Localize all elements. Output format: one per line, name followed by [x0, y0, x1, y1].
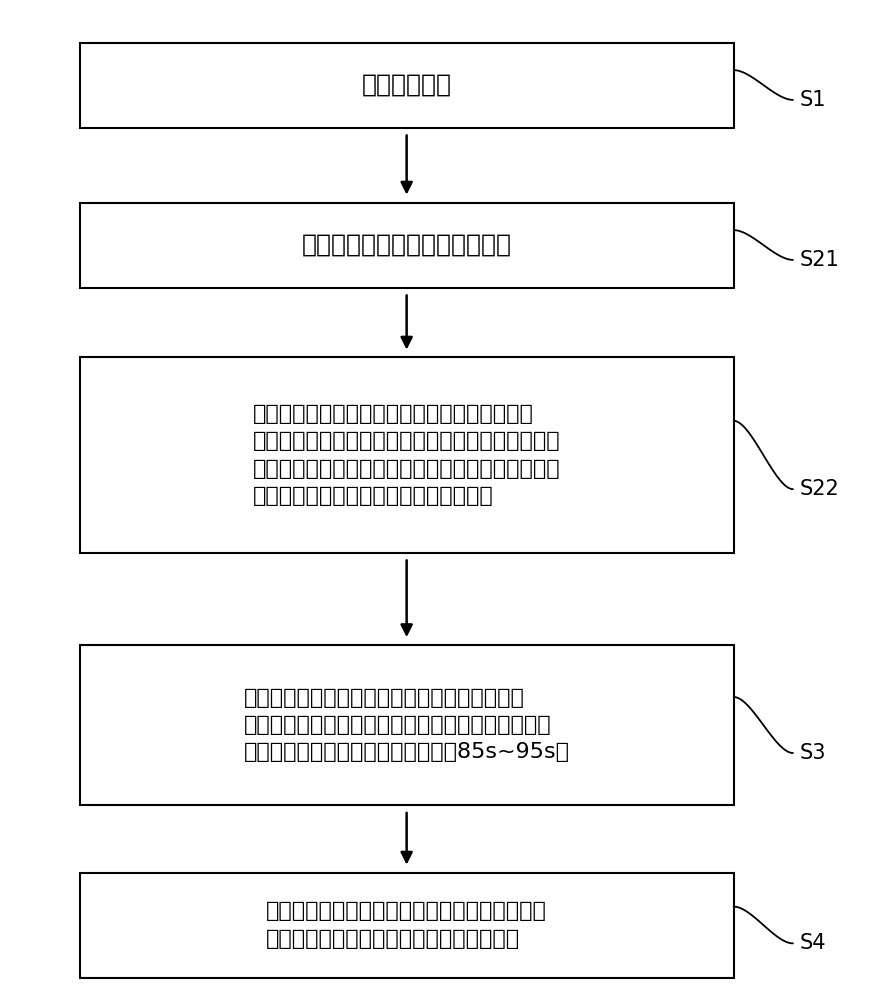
Bar [80, 872, 734, 978]
Bar [80, 358, 734, 552]
Bar [80, 42, 734, 127]
Text: S1: S1 [800, 90, 827, 110]
Text: S3: S3 [800, 743, 827, 763]
Text: S22: S22 [800, 479, 840, 499]
Bar [80, 202, 734, 288]
Text: 在所述基底上沉积第一金属层；: 在所述基底上沉积第一金属层； [301, 233, 512, 257]
Text: 使用掩膜版对所述保护层进行曝光、显影，形成
贯穿的过孔，所述过孔沿其轴线方向上呈上宽下窄设
置，其中，显影时的蚀刻时长范围为85s~95s；: 使用掩膜版对所述保护层进行曝光、显影，形成 贯穿的过孔，所述过孔沿其轴线方向上呈… [244, 688, 569, 762]
Text: 于所述第一金属层上沉积第一保护分层，再于所
述第一保护分层上沉积第二保护分层；其中，所述过
孔贯穿所述第一保护分层和第二保护分层，所述第二
保护分层的厚度小于第: 于所述第一金属层上沉积第一保护分层，再于所 述第一保护分层上沉积第二保护分层；其… [253, 404, 560, 506]
Text: S21: S21 [800, 250, 840, 270]
Text: 提供一基底；: 提供一基底； [362, 73, 452, 97]
Text: S4: S4 [800, 933, 827, 953]
Bar [80, 645, 734, 805]
Text: 于所述保护层上沉积透明导电层，所述透明导电
层通过所述过孔与所述第一金属层电连接。: 于所述保护层上沉积透明导电层，所述透明导电 层通过所述过孔与所述第一金属层电连接… [266, 901, 547, 949]
